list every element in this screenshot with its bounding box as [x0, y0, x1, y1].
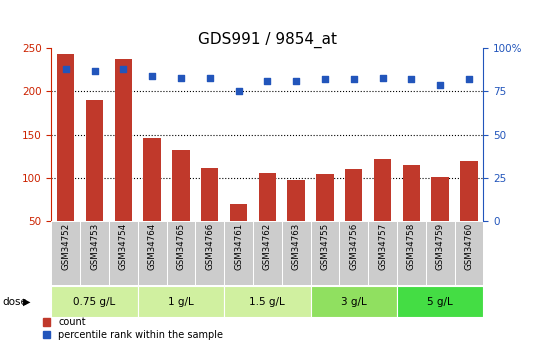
Point — [263, 78, 272, 84]
Text: 1 g/L: 1 g/L — [168, 297, 194, 307]
Bar — [138, 221, 166, 285]
Point — [436, 82, 444, 87]
Bar — [57, 54, 75, 221]
Text: 1.5 g/L: 1.5 g/L — [249, 297, 285, 307]
Bar — [397, 286, 483, 317]
Point — [292, 78, 300, 84]
Bar — [455, 221, 483, 285]
Text: GSM34755: GSM34755 — [320, 223, 329, 270]
Text: GSM34766: GSM34766 — [205, 223, 214, 270]
Bar — [51, 286, 138, 317]
Text: GSM34754: GSM34754 — [119, 223, 128, 270]
Bar — [201, 168, 218, 221]
Bar — [460, 161, 477, 221]
Text: GSM34753: GSM34753 — [90, 223, 99, 270]
Text: dose: dose — [3, 297, 28, 307]
Text: GSM34763: GSM34763 — [292, 223, 301, 270]
Text: 0.75 g/L: 0.75 g/L — [73, 297, 116, 307]
Bar — [374, 159, 391, 221]
Bar — [166, 221, 195, 285]
Text: GSM34756: GSM34756 — [349, 223, 358, 270]
Bar — [339, 221, 368, 285]
Text: GSM34764: GSM34764 — [147, 223, 157, 270]
Point — [90, 68, 99, 73]
Bar — [368, 221, 397, 285]
Text: 5 g/L: 5 g/L — [427, 297, 453, 307]
Point — [464, 77, 473, 82]
Bar — [426, 221, 455, 285]
Bar — [224, 221, 253, 285]
Point — [234, 89, 243, 94]
Point — [119, 66, 127, 72]
Point — [407, 77, 416, 82]
Bar — [287, 180, 305, 221]
Bar — [431, 177, 449, 221]
Text: GSM34757: GSM34757 — [378, 223, 387, 270]
Text: GSM34760: GSM34760 — [464, 223, 474, 270]
Bar — [224, 286, 310, 317]
Legend: count, percentile rank within the sample: count, percentile rank within the sample — [43, 317, 223, 340]
Text: GSM34759: GSM34759 — [436, 223, 444, 270]
Bar — [138, 286, 224, 317]
Bar — [195, 221, 224, 285]
Point — [62, 66, 70, 72]
Bar — [310, 286, 397, 317]
Text: GSM34761: GSM34761 — [234, 223, 243, 270]
Text: 3 g/L: 3 g/L — [341, 297, 367, 307]
Bar — [316, 174, 334, 221]
Point — [177, 75, 185, 80]
Bar — [172, 150, 190, 221]
Point — [349, 77, 358, 82]
Bar — [403, 165, 420, 221]
Bar — [259, 172, 276, 221]
Bar — [109, 221, 138, 285]
Bar — [86, 100, 103, 221]
Text: GSM34762: GSM34762 — [263, 223, 272, 270]
Bar — [345, 169, 362, 221]
Bar — [144, 138, 161, 221]
Bar — [397, 221, 426, 285]
Text: ▶: ▶ — [23, 297, 30, 307]
Bar — [80, 221, 109, 285]
Bar — [282, 221, 310, 285]
Bar — [114, 59, 132, 221]
Point — [205, 75, 214, 80]
Bar — [253, 221, 282, 285]
Text: GSM34758: GSM34758 — [407, 223, 416, 270]
Point — [148, 73, 157, 79]
Bar — [51, 221, 80, 285]
Bar — [310, 221, 339, 285]
Text: GSM34752: GSM34752 — [61, 223, 70, 270]
Bar — [230, 204, 247, 221]
Text: GSM34765: GSM34765 — [177, 223, 185, 270]
Title: GDS991 / 9854_at: GDS991 / 9854_at — [198, 32, 337, 48]
Point — [378, 75, 387, 80]
Point — [321, 77, 329, 82]
